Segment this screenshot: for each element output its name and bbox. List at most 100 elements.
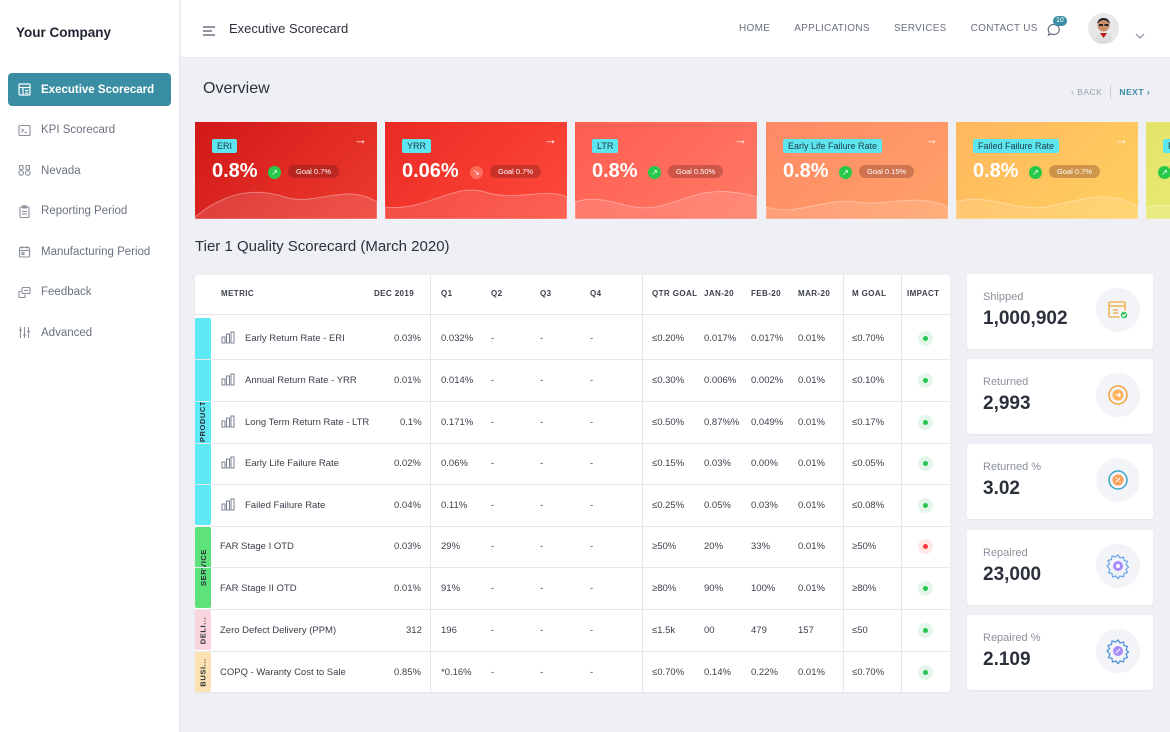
chat-icon[interactable]: [1046, 22, 1062, 38]
stat-card-returned-percent[interactable]: Returned % 3.02: [967, 444, 1153, 519]
arrow-right-icon[interactable]: →: [544, 132, 557, 147]
cell-q3: -: [540, 375, 544, 386]
kpi-value: 0.8%: [783, 160, 829, 182]
pager: ‹ BACK NEXT ›: [1071, 85, 1150, 99]
stat-value: 1,000,902: [983, 308, 1068, 329]
cell-qtr-goal: ≤0.25%: [652, 500, 685, 511]
cell-q4: -: [590, 417, 594, 428]
sidebar-item-manufacturing-period[interactable]: Manufacturing Period: [8, 235, 171, 268]
cell-q2: -: [491, 417, 495, 428]
cell-dec-2019: 0.02%: [394, 458, 421, 469]
kpi-goal: Goal 0.7%: [1049, 165, 1101, 178]
cell-q3: -: [540, 625, 544, 636]
table-row[interactable]: Zero Defect Delivery (PPM) 312 196 - - -…: [195, 610, 950, 652]
bar-chart-icon[interactable]: [221, 331, 235, 347]
cell-feb-20: 0.017%: [751, 333, 784, 344]
kpi-card-failed-failure-rate[interactable]: Failed Failure Rate → 0.8% ↗ Goal 0.7%: [956, 122, 1138, 219]
cell-m-goal: ≤0.17%: [852, 417, 885, 428]
kpi-card-early-life-failure-rate[interactable]: Early Life Failure Rate → 0.8% ↗ Goal 0.…: [766, 122, 948, 219]
table-row[interactable]: Annual Return Rate - YRR 0.01% 0.014% - …: [195, 360, 950, 402]
sidebar-item-feedback[interactable]: Feedback: [8, 276, 171, 309]
sidebar-item-reporting-period[interactable]: Reporting Period: [8, 195, 171, 228]
back-button[interactable]: BACK: [1077, 87, 1103, 97]
arrow-right-icon[interactable]: →: [1115, 132, 1128, 147]
bar-chart-icon[interactable]: [221, 456, 235, 472]
nav-link-contact-us[interactable]: CONTACT US: [970, 23, 1038, 34]
nav-link-services[interactable]: SERVICES: [893, 23, 947, 34]
cell-jan-20: 0.017%: [704, 333, 737, 344]
cell-qtr-goal: ≥50%: [652, 541, 677, 552]
card-wave-decoration: [956, 196, 1138, 219]
stat-card-returned[interactable]: Returned 2,993: [967, 359, 1153, 434]
chevron-right-icon[interactable]: ›: [1144, 87, 1151, 97]
kpi-card-partial[interactable]: F ↗: [1146, 122, 1170, 219]
cell-feb-20: 0.22%: [751, 667, 778, 678]
stat-card-shipped[interactable]: Shipped 1,000,902: [967, 274, 1153, 349]
nav-link-applications[interactable]: APPLICATIONS: [794, 23, 870, 34]
metric-name: Long Term Return Rate - LTR: [245, 417, 370, 428]
table-row[interactable]: Early Return Rate - ERI 0.03% 0.032% - -…: [195, 318, 950, 360]
metric-name: Annual Return Rate - YRR: [245, 375, 357, 386]
cell-jan-20: 00: [704, 625, 715, 636]
sidebar-item-nevada[interactable]: Nevada: [8, 154, 171, 187]
section-title: Overview: [203, 80, 270, 97]
brand-name: Your Company: [16, 25, 112, 40]
kpi-goal: Goal 0.15%: [859, 165, 915, 178]
stat-card-repaired[interactable]: Repaired 23,000: [967, 530, 1153, 605]
kpi-card-ltr[interactable]: LTR → 0.8% ↗ Goal 0.50%: [575, 122, 757, 219]
return-percent-icon: [1096, 458, 1140, 502]
table-row[interactable]: Long Term Return Rate - LTR 0.1% 0.171% …: [195, 402, 950, 444]
kpi-tag: LTR: [592, 139, 619, 153]
cell-q3: -: [540, 500, 544, 511]
sidebar-item-advanced[interactable]: Advanced: [8, 316, 171, 349]
nav-link-home[interactable]: HOME: [739, 23, 771, 34]
cell-q4: -: [590, 500, 594, 511]
table-row[interactable]: Early Life Failure Rate 0.02% 0.06% - - …: [195, 443, 950, 485]
col-feb-20: FEB-20: [751, 289, 781, 298]
cell-feb-20: 0.00%: [751, 458, 778, 469]
dashboard-icon: [17, 83, 31, 97]
trend-up-icon: ↗: [648, 166, 661, 179]
bar-chart-icon[interactable]: [221, 373, 235, 389]
menu-icon[interactable]: [203, 23, 215, 36]
binoculars-icon: [17, 164, 31, 178]
avatar[interactable]: [1088, 13, 1119, 44]
arrow-right-icon[interactable]: →: [925, 132, 938, 147]
arrow-right-icon[interactable]: →: [734, 132, 747, 147]
col-q1: Q1: [441, 289, 453, 298]
table-row[interactable]: COPQ - Waranty Cost to Sale 0.85% *0.16%…: [195, 652, 950, 694]
cell-q1: 91%: [441, 583, 461, 594]
chevron-left-icon[interactable]: ‹: [1071, 87, 1078, 97]
sidebar-item-executive-scorecard[interactable]: Executive Scorecard: [8, 73, 171, 106]
arrow-right-icon[interactable]: →: [354, 132, 367, 147]
sidebar-item-kpi-scorecard[interactable]: KPI Scorecard: [8, 114, 171, 147]
metric-name: Early Life Failure Rate: [245, 458, 339, 469]
sidebar-item-label: Manufacturing Period: [41, 245, 151, 258]
cell-qtr-goal: ≤1.5k: [652, 625, 676, 636]
kpi-card-eri[interactable]: ERI → 0.8% ↗ Goal 0.7%: [195, 122, 377, 219]
impact-indicator: [918, 665, 933, 680]
bar-chart-icon[interactable]: [221, 498, 235, 514]
cell-jan-20: 20%: [704, 541, 724, 552]
kpi-goal: Goal 0.50%: [668, 165, 724, 178]
cell-mar-20: 0.01%: [798, 667, 825, 678]
divider: [642, 275, 643, 692]
impact-indicator: [918, 498, 933, 513]
bar-chart-icon[interactable]: [221, 415, 235, 431]
table-row[interactable]: Failed Failure Rate 0.04% 0.11% - - - ≤0…: [195, 485, 950, 527]
cell-q4: -: [590, 333, 594, 344]
stat-card-repaired-percent[interactable]: Repaired % 2.109: [967, 615, 1153, 690]
sidebar-item-label: Advanced: [41, 326, 93, 339]
next-button[interactable]: NEXT: [1119, 87, 1145, 97]
table-row[interactable]: FAR Stage II OTD 0.01% 91% - - - ≥80% 90…: [195, 568, 950, 610]
cell-q2: -: [491, 375, 495, 386]
sidebar-item-label: KPI Scorecard: [41, 124, 116, 136]
kpi-value: 0.8%: [592, 160, 638, 182]
kpi-card-yrr[interactable]: YRR → 0.06% ↘ Goal 0.7%: [385, 122, 567, 219]
table-row[interactable]: FAR Stage I OTD 0.03% 29% - - - ≥50% 20%…: [195, 526, 950, 568]
kpi-goal: Goal 0.7%: [490, 165, 542, 178]
cell-feb-20: 0.049%: [751, 417, 784, 428]
chevron-down-icon[interactable]: [1135, 26, 1145, 44]
cell-qtr-goal: ≤0.20%: [652, 333, 685, 344]
group-product: PRODUCT: [195, 318, 211, 525]
